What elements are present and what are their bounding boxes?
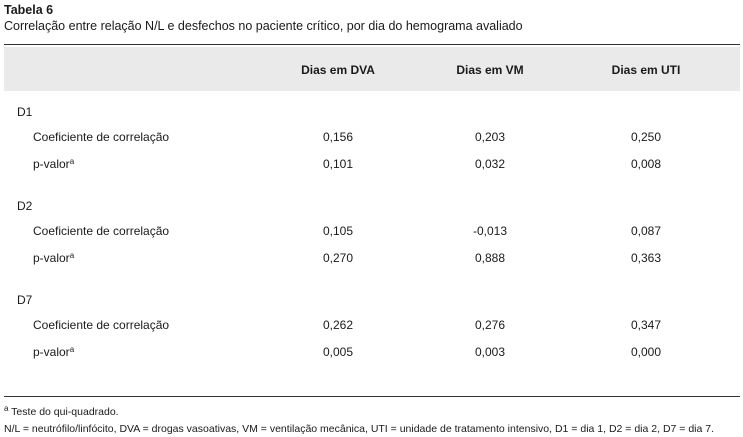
footnote: a Teste do qui-quadrado. [4, 405, 119, 419]
row-label: p-valora [33, 251, 74, 265]
bottom-rule [4, 396, 740, 397]
footnote-marker: a [69, 157, 75, 166]
cell-value: 0,105 [322, 224, 354, 238]
cell-value: 0,347 [630, 318, 662, 332]
header-band [4, 47, 740, 91]
cell-value: 0,032 [474, 157, 506, 171]
row-label-text: p-valor [33, 345, 70, 359]
footnote-marker: a [69, 345, 75, 354]
row-label: Coeficiente de correlação [33, 224, 169, 238]
table-title: Tabela 6 [4, 3, 54, 17]
cell-value: 0,000 [630, 345, 662, 359]
cell-value: 0,156 [322, 130, 354, 144]
footnote-text: Teste do qui-quadrado. [8, 406, 119, 418]
footnote-marker: a [4, 404, 9, 413]
cell-value: 0,250 [630, 130, 662, 144]
row-label: Coeficiente de correlação [33, 318, 169, 332]
top-rule [4, 44, 740, 45]
cell-value: 0,276 [474, 318, 506, 332]
row-label-text: Coeficiente de correlação [33, 224, 170, 238]
cell-value: 0,270 [322, 251, 354, 265]
row-label-text: Coeficiente de correlação [33, 318, 170, 332]
cell-value: 0,101 [322, 157, 354, 171]
row-label-text: p-valor [33, 251, 70, 265]
cell-value: 0,087 [630, 224, 662, 238]
footnote-marker: a [69, 251, 75, 260]
cell-value: 0,363 [630, 251, 662, 265]
row-label: Coeficiente de correlação [33, 130, 169, 144]
row-label: p-valora [33, 345, 74, 359]
row-label-text: p-valor [33, 157, 70, 171]
cell-value: -0,013 [472, 224, 508, 238]
cell-value: 0,008 [630, 157, 662, 171]
cell-value: 0,262 [322, 318, 354, 332]
row-label-text: Coeficiente de correlação [33, 130, 170, 144]
group-label: D7 [17, 293, 33, 307]
row-label: p-valora [33, 157, 74, 171]
cell-value: 0,003 [474, 345, 506, 359]
column-header: Dias em DVA [301, 63, 375, 77]
cell-value: 0,203 [474, 130, 506, 144]
footnote: N/L = neutrófilo/linfócito, DVA = drogas… [4, 422, 714, 436]
column-header: Dias em VM [456, 63, 524, 77]
group-label: D2 [17, 199, 33, 213]
cell-value: 0,888 [474, 251, 506, 265]
table-subtitle: Correlação entre relação N/L e desfechos… [4, 19, 523, 33]
column-header: Dias em UTI [611, 63, 681, 77]
footnote-text: N/L = neutrófilo/linfócito, DVA = drogas… [4, 423, 715, 435]
cell-value: 0,005 [322, 345, 354, 359]
group-label: D1 [17, 105, 33, 119]
